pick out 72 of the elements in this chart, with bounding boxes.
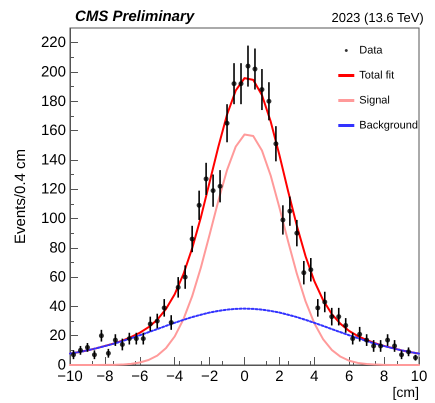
y-tick-label: 40: [49, 298, 66, 315]
point: [126, 336, 132, 342]
point: [112, 338, 118, 343]
x-tick-label: 4: [310, 368, 318, 385]
y-tick-label: 120: [40, 180, 66, 198]
y-tick-label: 220: [40, 34, 66, 52]
point: [378, 343, 384, 348]
x-tick-label: 2: [275, 368, 284, 385]
y-tick-label: 200: [40, 63, 66, 80]
chart-subtitle: 2023 (13.6 TeV): [331, 10, 424, 25]
point: [204, 176, 209, 182]
point: [315, 305, 320, 310]
point: [196, 202, 202, 208]
point: [329, 314, 334, 320]
y-tick-label: 140: [40, 151, 66, 168]
x-tick-label: 10: [410, 368, 428, 385]
x-tick-label: −8: [96, 368, 114, 385]
point: [168, 320, 174, 326]
point: [120, 342, 125, 347]
x-tick-label: −4: [166, 368, 184, 385]
legend-label: Data: [359, 44, 384, 56]
point: [148, 321, 153, 326]
point: [162, 305, 167, 310]
point: [224, 120, 230, 126]
legend-label: Signal: [359, 94, 390, 106]
point: [336, 314, 342, 320]
point: [350, 336, 356, 342]
x-tick-label: −6: [131, 368, 148, 385]
point: [176, 284, 181, 290]
point: [343, 322, 348, 328]
point: [294, 230, 300, 236]
y-tick-label: 100: [40, 210, 66, 227]
chart-title: CMS Preliminary: [75, 8, 195, 25]
point: [259, 87, 264, 92]
y-tick-label: 80: [49, 239, 66, 256]
point: [245, 64, 250, 69]
point: [357, 332, 362, 337]
point: [134, 336, 139, 342]
x-axis-title: [cm]: [392, 384, 419, 400]
point: [392, 343, 398, 348]
legend-label: Total fit: [359, 70, 394, 82]
point: [182, 274, 188, 280]
point: [154, 318, 160, 324]
point: [266, 98, 272, 104]
legend-label: Background: [359, 120, 418, 132]
x-tick-label: 6: [345, 368, 354, 385]
y-tick-label: 20: [49, 327, 66, 344]
y-tick-label: 60: [49, 268, 66, 286]
x-tick-label: 0: [240, 368, 249, 385]
point: [287, 208, 292, 214]
y-tick-label: 180: [40, 92, 66, 110]
point: [308, 267, 314, 272]
point: [140, 336, 146, 342]
y-tick-label: 0: [58, 356, 66, 374]
point: [301, 270, 306, 276]
point: [190, 236, 195, 242]
point: [98, 333, 104, 338]
point: [364, 338, 370, 343]
point: [322, 299, 328, 304]
point: [252, 66, 258, 72]
point: [218, 184, 223, 189]
point: [273, 141, 278, 146]
point: [238, 81, 244, 86]
point: [385, 338, 390, 343]
y-axis-title: Events/0.4 cm: [12, 148, 29, 244]
y-tick-label: 160: [40, 122, 66, 140]
x-tick-label: −2: [201, 368, 218, 385]
point: [280, 217, 286, 222]
point: [371, 343, 376, 348]
x-tick-label: 8: [380, 368, 388, 385]
point: [232, 81, 237, 86]
point: [210, 188, 216, 194]
